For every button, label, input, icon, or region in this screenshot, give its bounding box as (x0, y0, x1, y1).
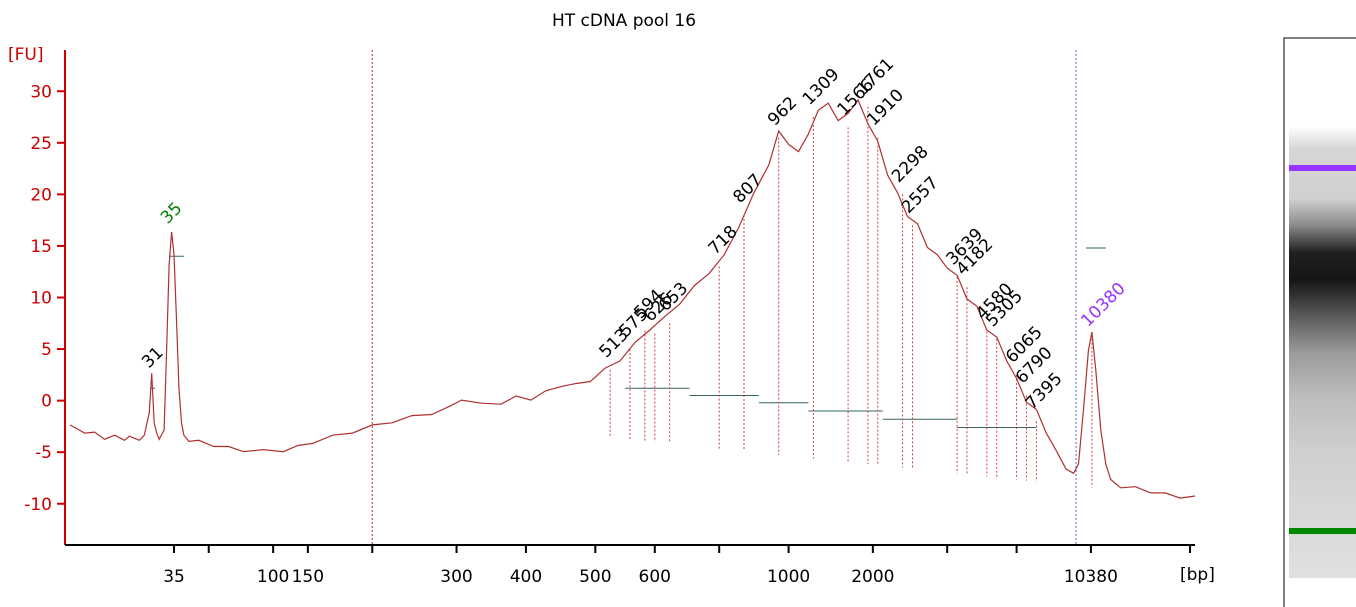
y-tick-label: 20 (30, 185, 52, 205)
y-ticks: 30 25 20 15 10 5 0 -5 -10 (24, 82, 65, 515)
peak-label: 31 (138, 343, 167, 372)
x-tick-label: 10380 (1064, 567, 1118, 587)
y-tick-label: 0 (41, 392, 52, 412)
chart-title: HT cDNA pool 16 (552, 11, 696, 31)
x-ticks: 35 100 150 300 400 500 600 1000 2000 10380 (163, 545, 1192, 587)
x-tick-label: 1000 (767, 567, 810, 587)
y-tick-label: 30 (30, 82, 52, 102)
y-axis-label: [FU] (8, 45, 44, 65)
y-tick-label: 10 (30, 289, 52, 309)
x-tick-label: 400 (510, 567, 542, 587)
baseline-marks (150, 247, 1106, 428)
x-tick-label: 2000 (851, 567, 894, 587)
signal-trace (69, 98, 1196, 499)
x-tick-label: 150 (292, 567, 324, 587)
y-tick-label: -5 (35, 443, 52, 463)
gel-lane (1283, 37, 1356, 607)
peak-label: 807 (729, 170, 766, 207)
x-tick-label: 600 (639, 567, 671, 587)
x-tick-label: 500 (579, 567, 611, 587)
gel-band-lower-marker (1289, 528, 1356, 534)
gel-band-upper-marker (1289, 165, 1356, 171)
y-tick-label: 15 (30, 237, 52, 257)
gel-band-area (1289, 126, 1356, 578)
y-tick-label: 25 (30, 134, 52, 154)
x-axis-label: [bp] (1180, 565, 1215, 585)
peak-drop-lines (609, 106, 1093, 488)
x-tick-label: 35 (163, 567, 185, 587)
peak-label: 962 (764, 93, 801, 130)
y-tick-label: 5 (41, 340, 52, 360)
peak-label: 10380 (1077, 279, 1129, 331)
peak-label: 35 (157, 199, 186, 228)
x-tick-label: 100 (257, 567, 289, 587)
peak-label: 718 (705, 222, 742, 259)
peak-labels: 3135513575594626653718807962130915661761… (138, 54, 1130, 413)
y-tick-label: -10 (24, 495, 52, 515)
marker-lines (371, 50, 1077, 545)
x-tick-label: 300 (440, 567, 472, 587)
